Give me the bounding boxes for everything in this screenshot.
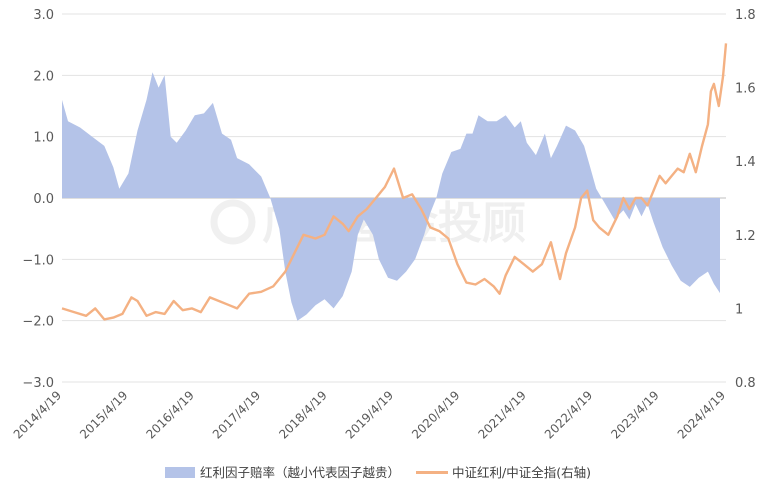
y-left-tick-label: 3.0 — [33, 8, 54, 23]
x-axis-ticks: 2014/4/19 2015/4/19 2016/4/19 2017/4/19 2018… — [11, 388, 728, 441]
x-tick-label: 2017/4/19 — [210, 388, 263, 441]
y-right-tick-label: 1.8 — [735, 8, 756, 23]
y-left-tick-label: 2.0 — [33, 69, 54, 84]
y-right-tick-label: 0.8 — [735, 376, 756, 391]
x-tick-label: 2019/4/19 — [343, 388, 396, 441]
x-tick-label: 2023/4/19 — [608, 388, 661, 441]
legend-swatch-area — [165, 467, 195, 478]
y-left-tick-label: 1.0 — [33, 131, 54, 146]
line-series-path — [61, 43, 728, 321]
legend: 红利因子赔率（越小代表因子越贵） 中证红利/中证全指(右轴) — [165, 465, 591, 480]
x-tick-label: 2022/4/19 — [542, 388, 595, 441]
y-right-tick-label: 1.2 — [735, 229, 756, 244]
x-tick-label: 2015/4/19 — [77, 388, 130, 441]
left-axis-ticks: 3.0 2.0 1.0 0.0 −1.0 −2.0 −3.0 — [22, 8, 54, 391]
area-series — [62, 72, 720, 321]
legend-label-area: 红利因子赔率（越小代表因子越贵） — [200, 465, 400, 480]
x-tick-label: 2014/4/19 — [11, 388, 64, 441]
y-left-tick-label: 0.0 — [33, 192, 54, 207]
y-left-tick-label: −2.0 — [22, 315, 54, 330]
line-series — [61, 43, 728, 321]
y-left-tick-label: −1.0 — [22, 253, 54, 268]
x-tick-label: 2018/4/19 — [276, 388, 329, 441]
y-right-tick-label: 1 — [735, 302, 743, 317]
y-left-tick-label: −3.0 — [22, 376, 54, 391]
area-series-fill — [62, 72, 720, 321]
y-right-tick-label: 1.6 — [735, 82, 756, 97]
x-tick-label: 2016/4/19 — [144, 388, 197, 441]
watermark-logo-icon — [210, 199, 256, 245]
x-tick-label: 2020/4/19 — [409, 388, 462, 441]
legend-label-line: 中证红利/中证全指(右轴) — [452, 465, 591, 480]
right-axis-ticks: 1.8 1.6 1.4 1.2 1 0.8 — [735, 8, 756, 391]
x-tick-label: 2021/4/19 — [476, 388, 529, 441]
x-tick-label: 2024/4/19 — [675, 388, 728, 441]
y-right-tick-label: 1.4 — [735, 155, 756, 170]
